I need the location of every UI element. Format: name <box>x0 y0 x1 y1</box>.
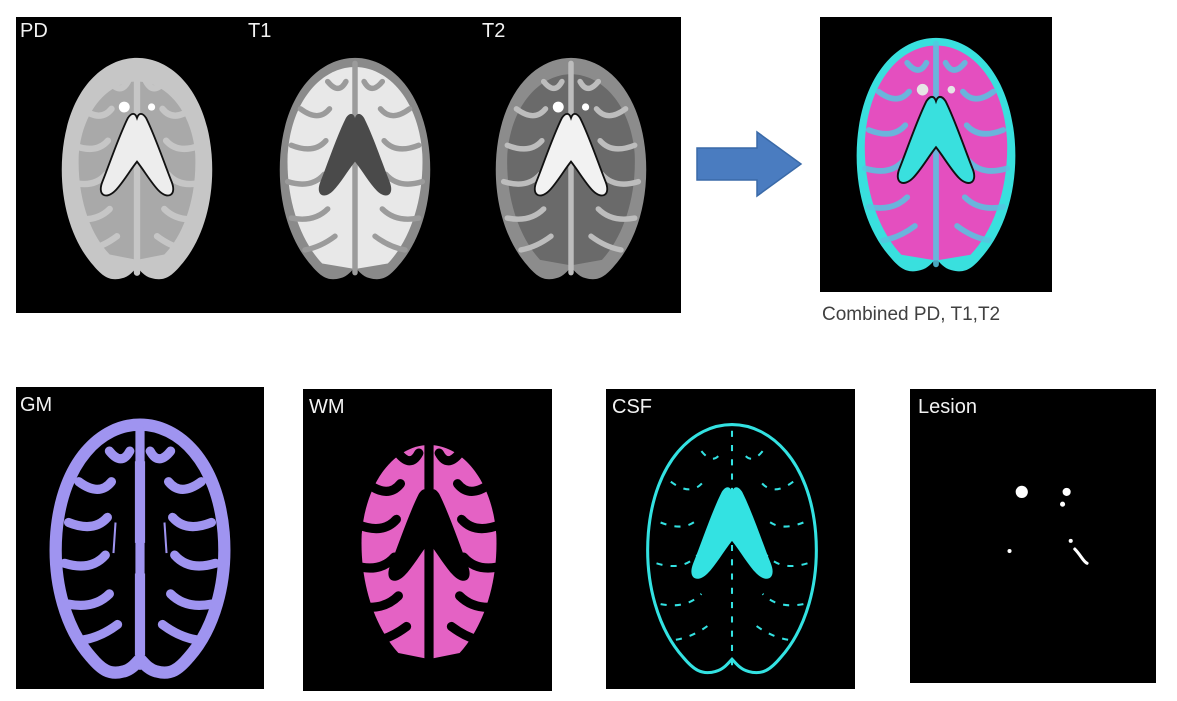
t1-brain-image <box>279 57 431 280</box>
t2-brain-image <box>495 57 647 280</box>
gm-label: GM <box>20 394 53 416</box>
pd-brain-image <box>61 57 213 280</box>
mri-input-panel: PD T1 T2 <box>16 17 681 313</box>
combined-brain-image <box>856 37 1016 272</box>
combined-panel <box>820 17 1052 292</box>
csf-panel: CSF <box>606 389 855 689</box>
right-arrow-icon <box>696 130 803 198</box>
wm-label: WM <box>309 396 345 418</box>
gm-brain-image <box>38 417 242 679</box>
lesion-image <box>1007 485 1089 565</box>
lesion-label: Lesion <box>918 396 977 418</box>
csf-brain-image <box>646 423 818 675</box>
wm-brain-image <box>327 419 531 681</box>
pd-label: PD <box>20 20 48 42</box>
wm-panel: WM <box>303 389 552 691</box>
lesion-panel: Lesion <box>910 389 1156 683</box>
combined-caption: Combined PD, T1,T2 <box>822 304 1001 325</box>
gm-panel: GM <box>16 387 264 689</box>
t1-label: T1 <box>248 20 272 42</box>
csf-label: CSF <box>612 396 652 418</box>
t2-label: T2 <box>482 20 506 42</box>
